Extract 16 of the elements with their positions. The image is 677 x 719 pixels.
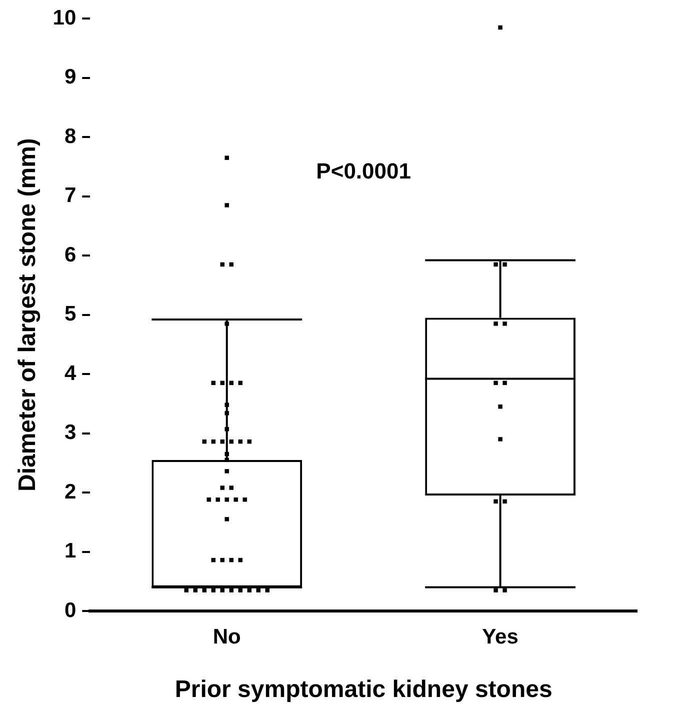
y-tick-label: 4 <box>64 362 76 385</box>
y-tick-label: 10 <box>52 6 76 30</box>
y-tick-label: 3 <box>64 421 76 444</box>
y-tick-label: 5 <box>64 302 76 326</box>
annotation: P<0.0001 <box>316 158 411 184</box>
y-tick-label: 1 <box>64 540 76 563</box>
y-tick-label: 2 <box>64 480 76 504</box>
y-tick-label: 7 <box>64 184 76 208</box>
y-tick-label: 6 <box>64 243 76 266</box>
x-tick-label: No <box>212 625 241 648</box>
y-tick-label: 8 <box>64 124 76 148</box>
x-axis-title: Prior symptomatic kidney stones <box>174 676 552 704</box>
y-tick-label: 0 <box>64 598 76 622</box>
y-tick-label: 9 <box>64 66 76 89</box>
y-axis-title: Diameter of largest stone (mm) <box>14 138 42 492</box>
x-tick-label: Yes <box>482 625 518 648</box>
